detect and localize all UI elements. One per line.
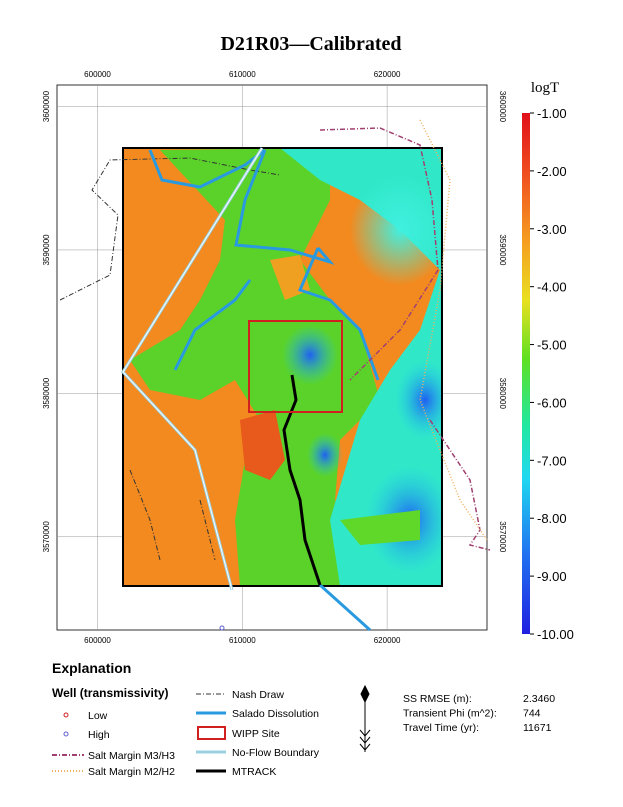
- low-symbol: [63, 712, 69, 718]
- colorbar-tick-label: -8.00: [537, 511, 567, 526]
- x-tick-label: 610000: [229, 70, 256, 79]
- legend-label: Salt Margin M2/H2: [88, 766, 175, 778]
- stat-value: 744: [523, 708, 541, 720]
- transmissivity-field: [123, 148, 442, 586]
- colorbar-tick-label: -9.00: [537, 569, 567, 584]
- y-tick-label: 3590000: [42, 234, 51, 266]
- x-tick-label: 620000: [374, 636, 401, 645]
- wipp-site: [248, 320, 343, 413]
- high-symbol: [63, 731, 69, 737]
- colorbar-tick-label: -6.00: [537, 395, 567, 410]
- well-high: [219, 625, 225, 631]
- legend-title: Explanation: [52, 660, 131, 676]
- colorbar-tick-label: -10.00: [537, 627, 574, 642]
- model-domain: [122, 147, 443, 587]
- y-tick-label: 3580000: [42, 377, 51, 409]
- legend-label: Low: [88, 710, 108, 722]
- no-flow-boundary-inner: [122, 147, 263, 591]
- x-tick-label: 620000: [374, 70, 401, 79]
- y-tick-label: 3590000: [498, 234, 507, 266]
- salado-dissolution-line: [148, 148, 380, 632]
- colorbar-tick-label: -3.00: [537, 222, 567, 237]
- y-tick-label: 3570000: [498, 521, 507, 553]
- north-arrow: [359, 684, 371, 752]
- stat-label: SS RMSE (m):: [403, 693, 472, 705]
- title: D21R03—Calibrated: [220, 33, 401, 55]
- legend-label: MTRACK: [232, 766, 276, 778]
- salt-margin-m3-line: [319, 127, 491, 551]
- x-tick-label: 610000: [229, 636, 256, 645]
- y-tick-label: 3570000: [42, 521, 51, 553]
- colorbar-label: logT: [531, 80, 559, 96]
- mtrack-line: [282, 374, 322, 586]
- colorbar-tick-label: -5.00: [537, 338, 567, 353]
- x-tick-label: 600000: [84, 636, 111, 645]
- stat-label: Travel Time (yr):: [403, 722, 479, 734]
- legend-subtitle: Well (transmissivity): [52, 686, 168, 700]
- colorbar-tick-label: -1.00: [537, 106, 567, 121]
- x-tick-label: 600000: [84, 70, 111, 79]
- stat-value: 11671: [523, 722, 552, 734]
- legend-label: No-Flow Boundary: [232, 747, 320, 759]
- colorbar-tick-label: -4.00: [537, 280, 567, 295]
- wipp-symbol: [197, 726, 226, 740]
- colorbar-tick-label: -7.00: [537, 453, 567, 468]
- colorbar: [522, 113, 530, 634]
- salt-margin-m2-line: [419, 119, 488, 541]
- legend-label: Nash Draw: [232, 689, 284, 701]
- stat-label: Transient Phi (m^2):: [403, 708, 497, 720]
- stat-value: 2.3460: [523, 693, 555, 705]
- legend-label: High: [88, 729, 110, 741]
- y-tick-label: 3600000: [42, 90, 51, 122]
- nash-draw-line: [59, 157, 281, 561]
- legend-label: WIPP Site: [232, 728, 280, 740]
- y-tick-label: 3580000: [498, 378, 507, 410]
- legend-label: Salt Margin M3/H3: [88, 750, 175, 762]
- colorbar-tick-label: -2.00: [537, 164, 567, 179]
- legend-label: Salado Dissolution: [232, 708, 319, 720]
- y-tick-label: 3600000: [498, 91, 507, 123]
